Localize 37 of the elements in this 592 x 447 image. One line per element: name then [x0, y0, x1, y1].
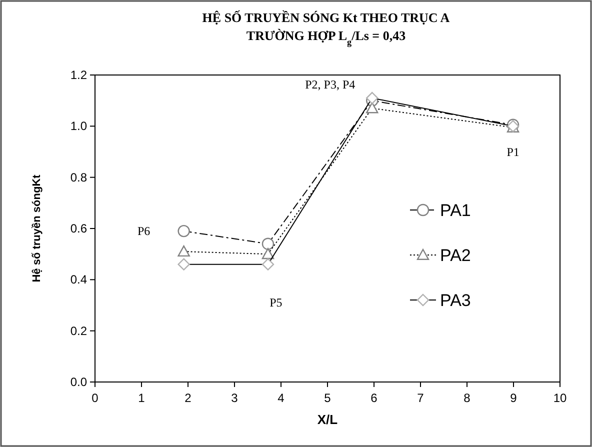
y-tick-label: 0.6	[70, 222, 88, 236]
x-tick-label: 10	[553, 391, 567, 405]
annotation: P1	[506, 145, 520, 160]
y-tick-label: 0.4	[70, 272, 88, 287]
point	[366, 102, 378, 114]
x-tick-label: 8	[464, 391, 471, 405]
x-tick-label: 3	[231, 391, 238, 405]
legend-label: PA1	[440, 201, 471, 220]
point	[178, 245, 190, 257]
annotation: P6	[137, 224, 150, 238]
x-tick-label: 0	[92, 391, 99, 405]
point	[262, 238, 274, 250]
point	[366, 92, 378, 104]
x-tick-label: 9	[510, 391, 518, 405]
x-tick-label: 4	[278, 391, 285, 405]
y-tick-label: 1.0	[70, 119, 88, 134]
x-tick-label: 1	[138, 391, 146, 405]
chart-subtitle: TRƯỜNG HỢP L$_{g}$/Ls = 0,43	[246, 28, 406, 47]
point	[178, 258, 190, 270]
annotation: P5	[270, 295, 282, 310]
legend-label: PA3	[440, 291, 471, 310]
x-tick-label: 7	[417, 391, 424, 405]
annotation: P2, P3, P4	[305, 78, 356, 92]
x-tick-label: 2	[184, 391, 192, 405]
x-axis-title: X/L	[317, 412, 338, 427]
y-tick-label: 0.2	[70, 324, 88, 338]
point	[262, 258, 274, 270]
y-tick-label: 1.2	[70, 68, 88, 82]
x-tick-label: 6	[370, 391, 378, 405]
x-tick-label: 5	[324, 391, 332, 405]
chart-title: HỆ SỐ TRUYỀN SÓNG Kt THEO TRỤC A	[202, 10, 450, 25]
point	[178, 224, 190, 238]
y-axis-title: Hệ số truyền sóngKt	[31, 174, 43, 282]
y-tick-label: 0.0	[70, 375, 88, 389]
legend-label: PA2	[440, 246, 471, 265]
point	[262, 248, 274, 260]
y-tick-label: 0.8	[70, 170, 88, 184]
